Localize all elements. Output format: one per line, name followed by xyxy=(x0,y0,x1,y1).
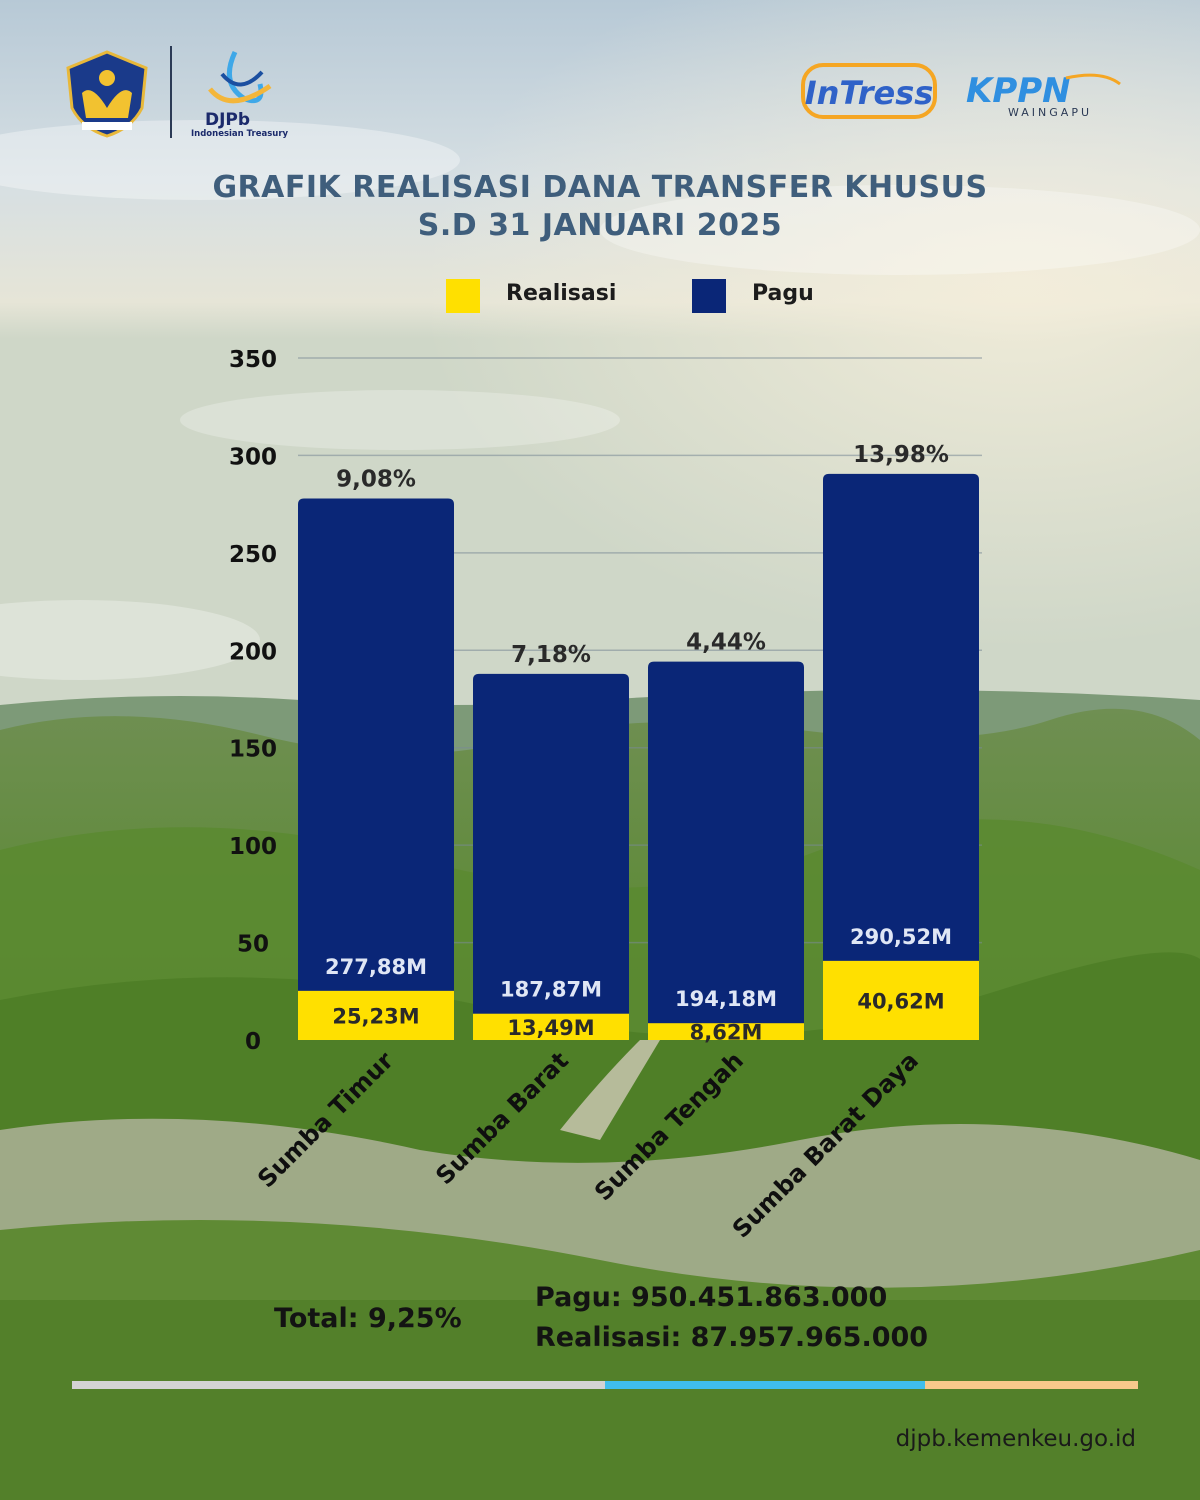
y-tick-label: 300 xyxy=(229,444,277,470)
djpb-subtitle: Indonesian Treasury xyxy=(191,129,289,139)
realisasi-value-label: 25,23M xyxy=(332,1004,419,1028)
bar-realisasi xyxy=(298,990,454,1040)
pagu-value-label: 277,88M xyxy=(325,955,427,979)
footer-strip-blue xyxy=(605,1381,925,1389)
y-tick-label: 200 xyxy=(229,639,277,665)
legend-pagu-swatch xyxy=(692,279,726,313)
bar-realisasi xyxy=(473,1013,629,1040)
logo-divider xyxy=(170,46,172,138)
x-category-label: Sumba Barat xyxy=(430,1046,574,1190)
realisasi-value-label: 8,62M xyxy=(690,1021,763,1045)
kppn-logo-text: KPPN xyxy=(966,71,1071,111)
kppn-logo-icon: KPPN WAINGAPU xyxy=(966,71,1121,119)
summary-realisasi: Realisasi: 87.957.965.000 xyxy=(535,1322,929,1353)
footer-strip-gray xyxy=(72,1381,605,1389)
percent-label: 9,08% xyxy=(336,467,416,493)
footer-url: djpb.kemenkeu.go.id xyxy=(895,1426,1136,1452)
legend-realisasi-label: Realisasi xyxy=(506,281,617,306)
y-tick-label: 0 xyxy=(245,1029,261,1055)
chart-title: GRAFIK REALISASI DANA TRANSFER KHUSUS xyxy=(212,170,988,205)
pagu-value-label: 187,87M xyxy=(500,978,602,1002)
percent-label: 7,18% xyxy=(511,642,591,668)
kemenkeu-emblem-icon xyxy=(66,50,148,138)
y-tick-label: 100 xyxy=(229,834,277,860)
bar-pagu xyxy=(648,661,804,1040)
realisasi-value-label: 40,62M xyxy=(857,989,944,1013)
intress-logo-icon: InTress xyxy=(801,63,937,119)
kppn-sub-text: WAINGAPU xyxy=(1008,106,1092,119)
legend-realisasi-swatch xyxy=(446,279,480,313)
intress-logo-text: InTress xyxy=(805,74,934,112)
djpb-name: DJPb xyxy=(205,110,251,130)
bar-pagu xyxy=(298,498,454,1040)
bar-pagu xyxy=(823,473,979,1041)
x-category-label: Sumba Tengah xyxy=(589,1046,749,1206)
realisasi-value-label: 13,49M xyxy=(507,1016,594,1040)
bar-realisasi xyxy=(648,1023,804,1040)
chart-subtitle: S.D 31 JANUARI 2025 xyxy=(417,208,783,243)
x-category-label: Sumba Barat Daya xyxy=(727,1046,924,1243)
legend-pagu-label: Pagu xyxy=(752,281,814,306)
bar-realisasi xyxy=(823,960,979,1040)
percent-label: 13,98% xyxy=(853,442,949,468)
pagu-value-label: 194,18M xyxy=(675,987,777,1011)
y-tick-label: 250 xyxy=(229,542,277,568)
djpb-logo-icon xyxy=(208,50,272,104)
y-tick-label: 50 xyxy=(237,932,269,958)
y-tick-label: 150 xyxy=(229,737,277,763)
bar-pagu xyxy=(473,673,629,1040)
pagu-value-label: 290,52M xyxy=(850,925,952,949)
y-tick-label: 350 xyxy=(229,347,277,373)
summary-pagu: Pagu: 950.451.863.000 xyxy=(535,1282,888,1313)
summary-total: Total: 9,25% xyxy=(274,1303,462,1334)
percent-label: 4,44% xyxy=(686,630,766,656)
x-category-label: Sumba Timur xyxy=(252,1046,399,1193)
footer-strip-orange xyxy=(925,1381,1138,1389)
